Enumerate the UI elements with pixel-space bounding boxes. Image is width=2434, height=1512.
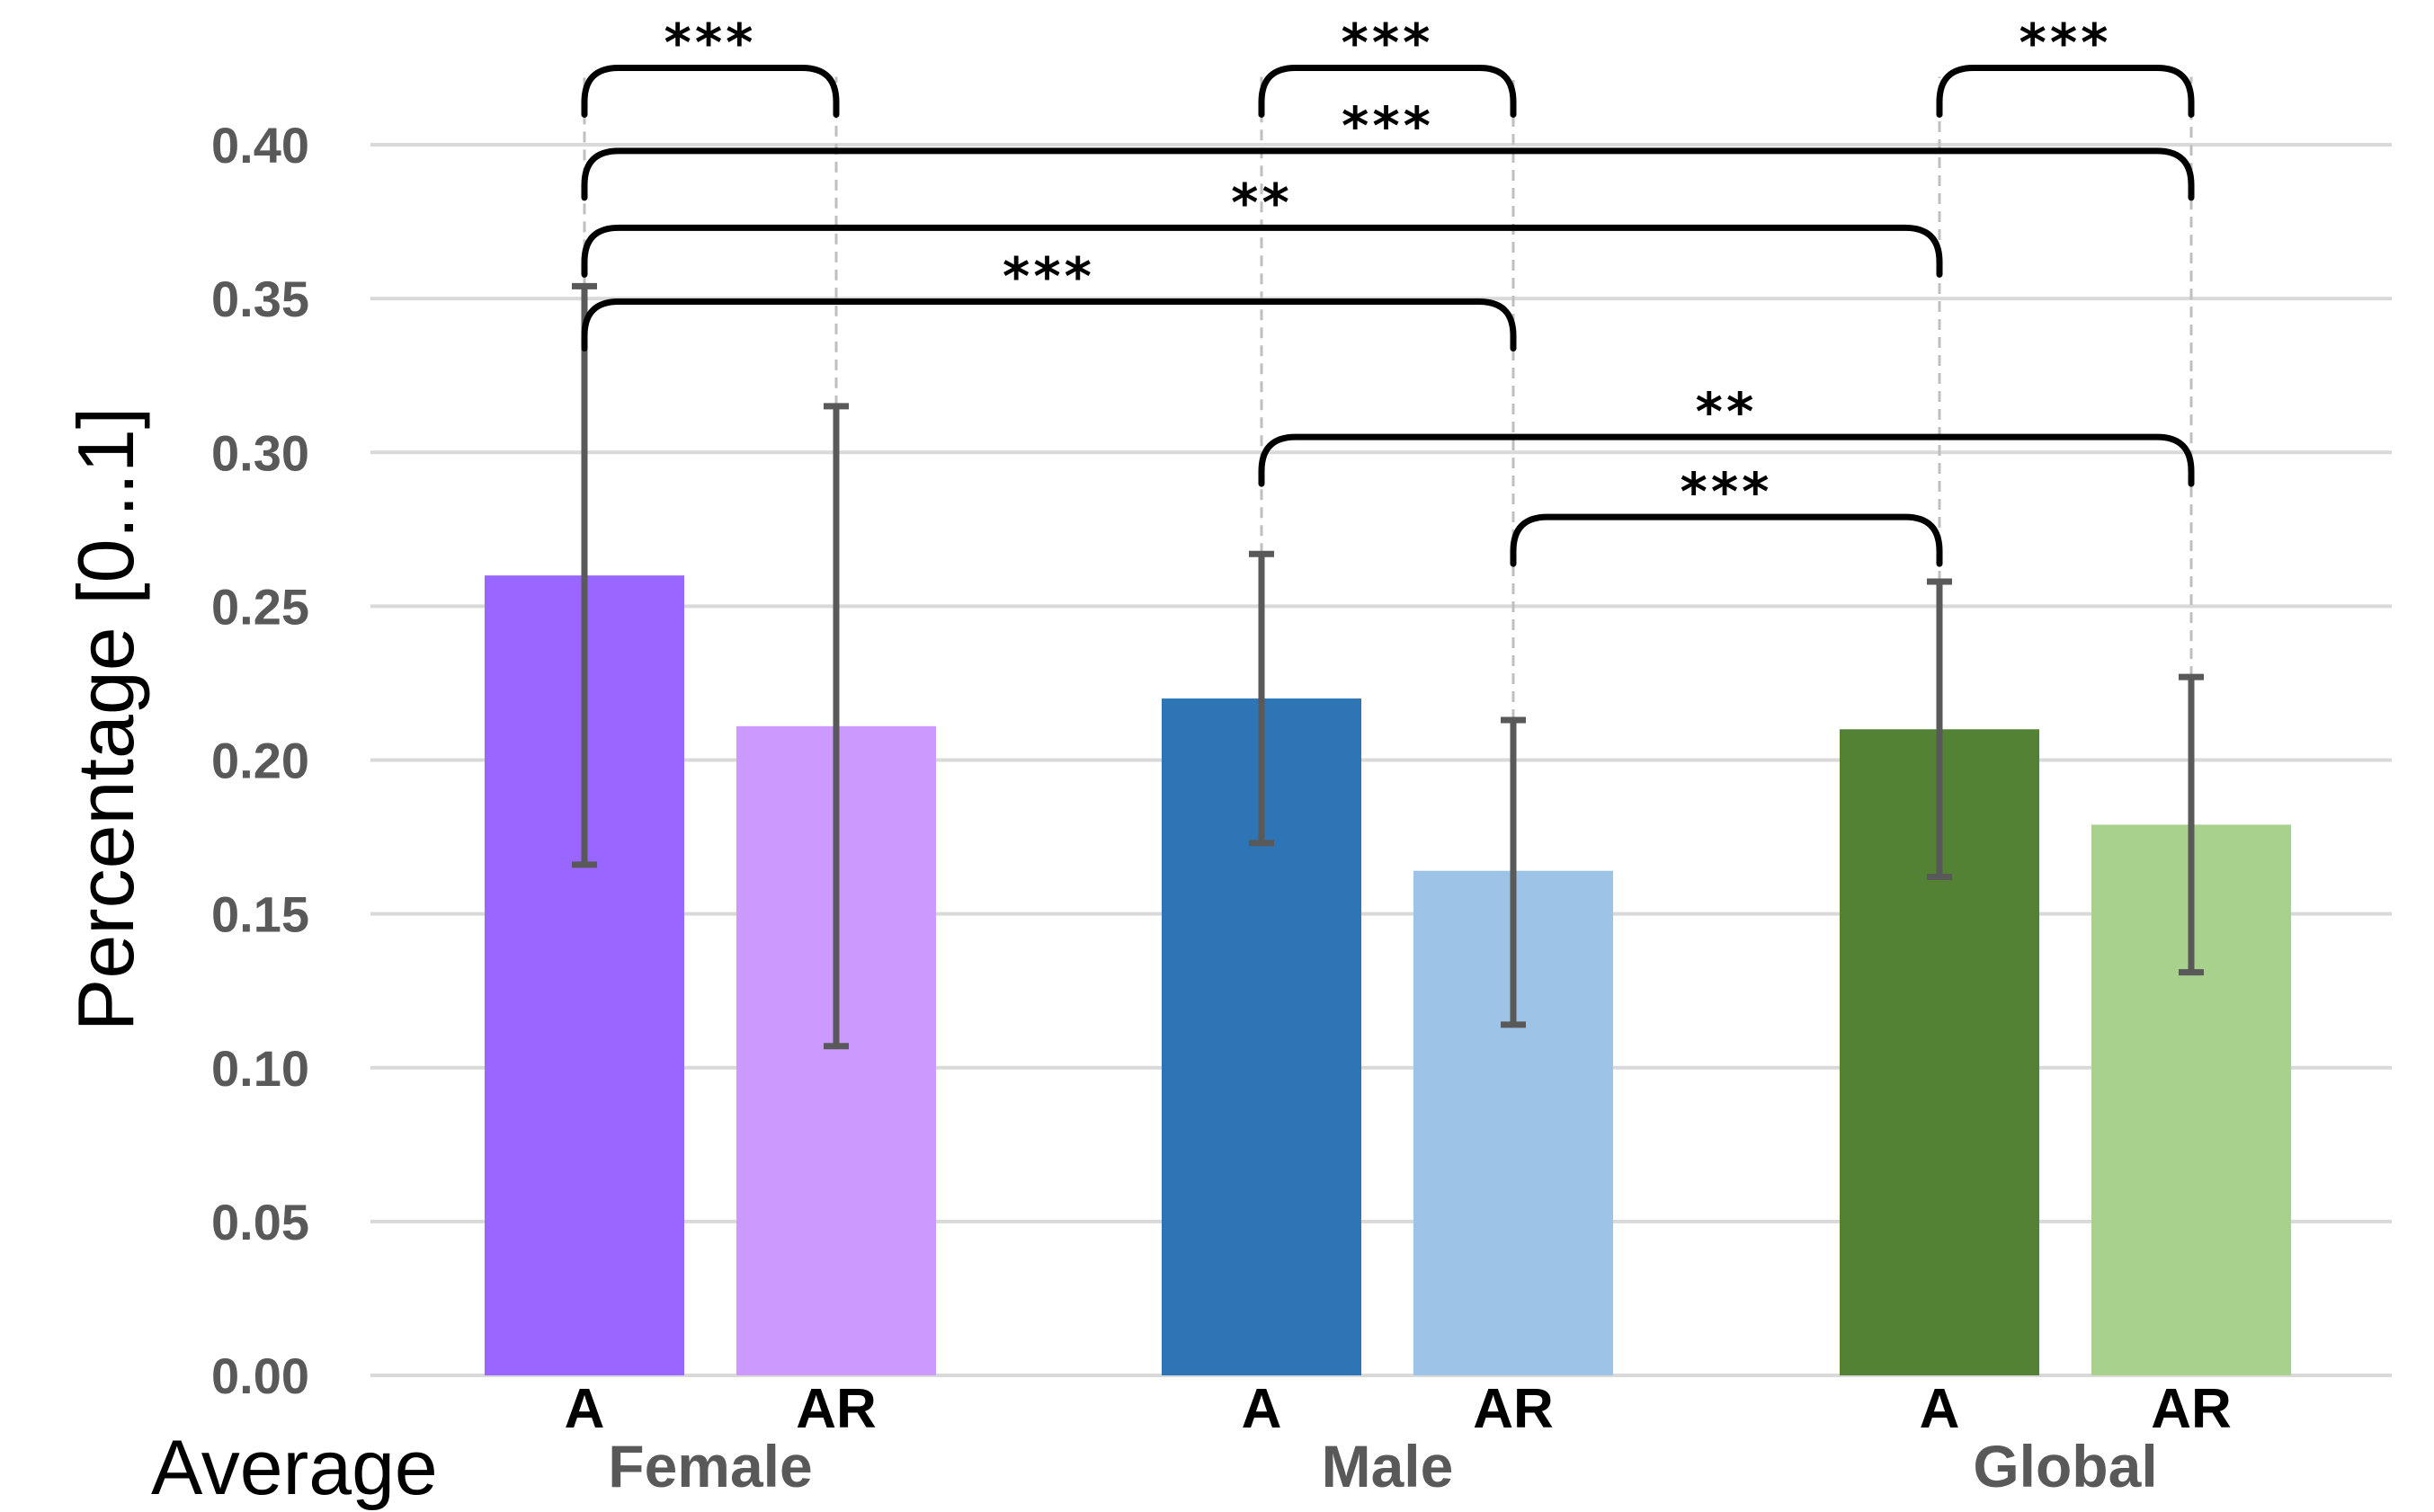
significance-bracket bbox=[1258, 433, 2195, 487]
significance-bracket bbox=[581, 224, 1943, 278]
group-label-female: Female bbox=[608, 1433, 812, 1499]
significance-stars: *** bbox=[1681, 461, 1773, 522]
group-label-global: Global bbox=[1973, 1433, 2157, 1499]
significance-bracket bbox=[581, 147, 2195, 201]
significance-bracket bbox=[1258, 64, 1517, 118]
y-axis-tick-labels: 0.00 0.05 0.10 0.15 0.20 0.25 0.30 0.35 0.40 bbox=[211, 117, 309, 1404]
significance-bracket bbox=[1936, 64, 2195, 118]
significance-stars: *** bbox=[1342, 12, 1434, 73]
significance-stars: *** bbox=[1342, 95, 1434, 156]
y-tick-label: 0.10 bbox=[211, 1040, 309, 1097]
y-tick-label: 0.25 bbox=[211, 578, 309, 635]
guide-lines bbox=[583, 76, 2193, 721]
bar-category-label: A bbox=[1242, 1378, 1282, 1440]
significance-bracket bbox=[581, 64, 840, 118]
bar-category-label: AR bbox=[2151, 1378, 2232, 1440]
significance-brackets: *** *** **************** bbox=[581, 12, 2195, 567]
bar-category-label: A bbox=[565, 1378, 605, 1440]
y-tick-label: 0.20 bbox=[211, 733, 309, 789]
y-tick-label: 0.05 bbox=[211, 1194, 309, 1250]
y-tick-label: 0.35 bbox=[211, 271, 309, 327]
significance-stars: *** bbox=[1003, 246, 1095, 307]
significance-stars: *** bbox=[664, 12, 757, 73]
y-tick-label: 0.40 bbox=[211, 117, 309, 173]
x-axis-title: Average bbox=[151, 1425, 438, 1511]
bar-category-label: A bbox=[1920, 1378, 1960, 1440]
significance-bracket bbox=[1510, 513, 1943, 567]
y-axis-title: Percentage [0...1] bbox=[61, 407, 150, 1032]
bar-category-label: AR bbox=[1473, 1378, 1554, 1440]
significance-stars: ** bbox=[1231, 172, 1293, 233]
bar-category-label: AR bbox=[796, 1378, 877, 1440]
significance-bracket bbox=[581, 298, 1517, 352]
group-label-male: Male bbox=[1322, 1433, 1454, 1499]
significance-stars: *** bbox=[2019, 12, 2112, 73]
significance-stars: ** bbox=[1696, 381, 1758, 442]
bars bbox=[485, 575, 2291, 1375]
y-tick-label: 0.00 bbox=[211, 1347, 309, 1404]
gridlines bbox=[370, 143, 2392, 1377]
y-tick-label: 0.15 bbox=[211, 886, 309, 943]
y-tick-label: 0.30 bbox=[211, 424, 309, 481]
error-bars bbox=[572, 282, 2204, 1050]
